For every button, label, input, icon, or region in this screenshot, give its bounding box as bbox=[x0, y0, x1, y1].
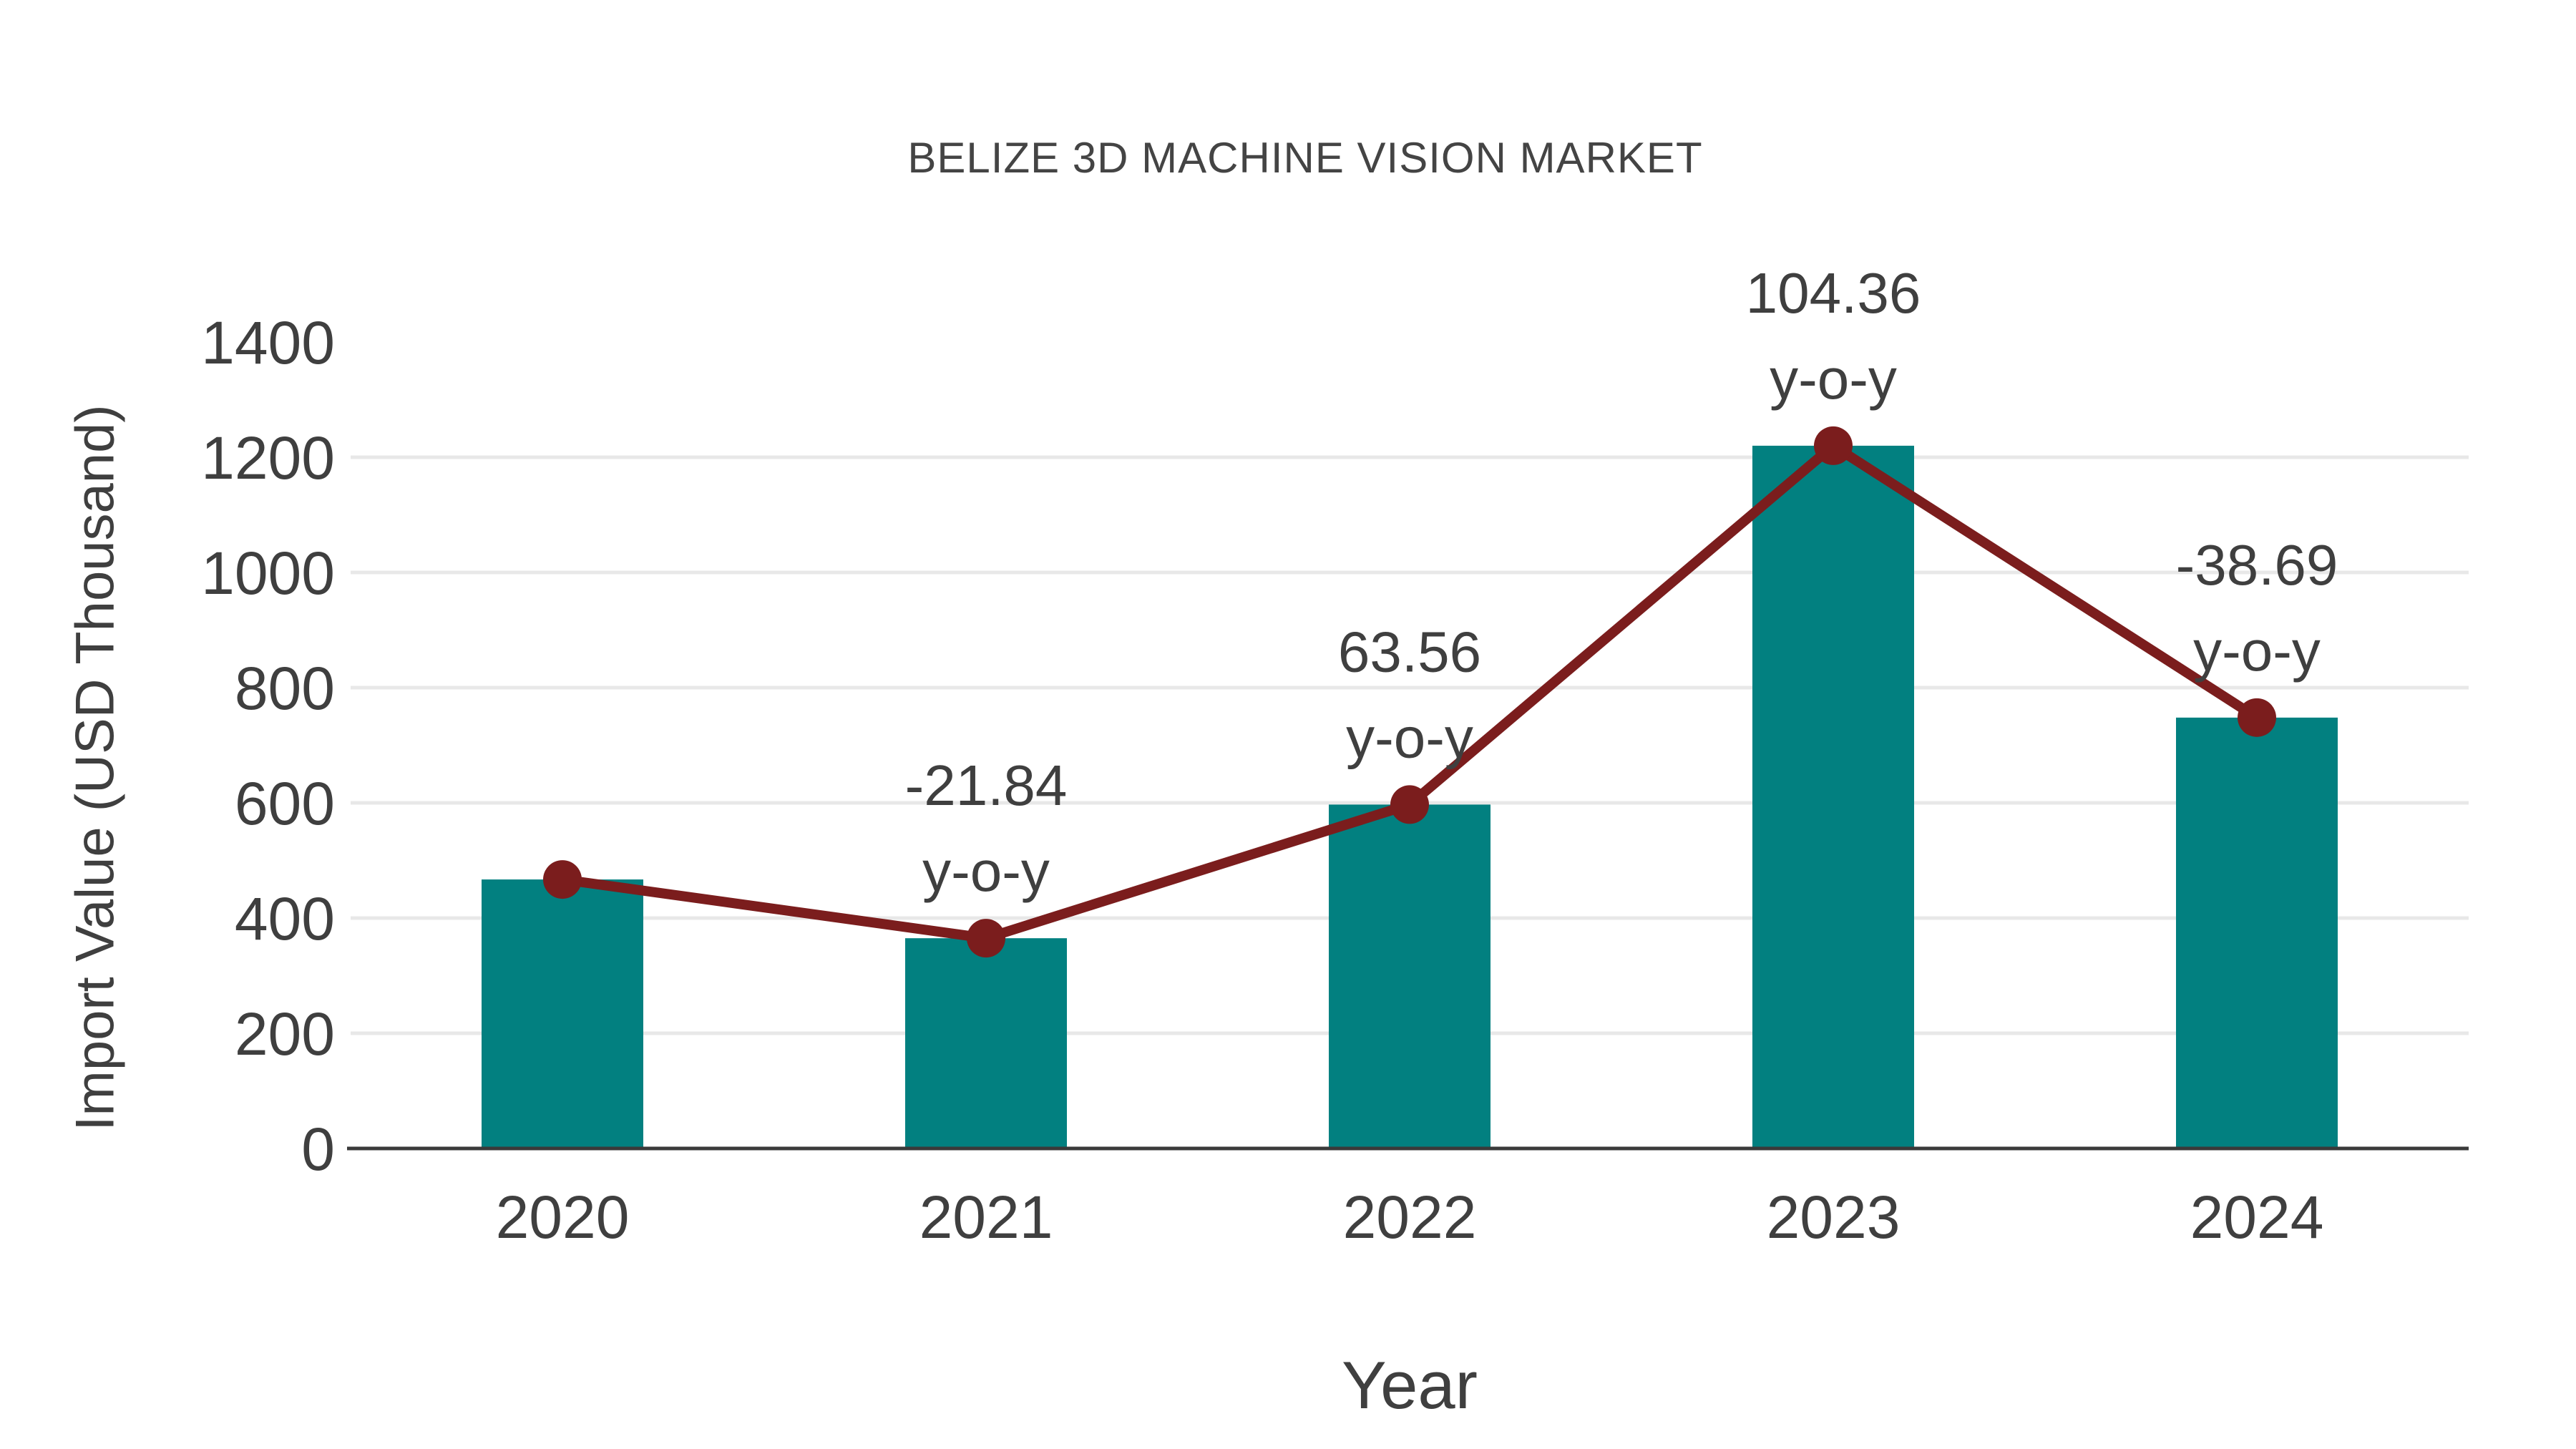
y-axis-title-text: Import Value (USD Thousand) bbox=[64, 404, 126, 1131]
trend-marker-2020 bbox=[543, 860, 582, 899]
annotation-yoy-2023: y-o-y bbox=[1770, 347, 1897, 411]
y-tick-label-1000: 1000 bbox=[201, 540, 335, 607]
annotation-yoy-2021: y-o-y bbox=[922, 839, 1050, 903]
y-tick-label-1400: 1400 bbox=[201, 309, 335, 376]
trend-marker-2024 bbox=[2238, 698, 2276, 737]
y-tick-label-0: 0 bbox=[301, 1116, 335, 1183]
annotation-value-2021: -21.84 bbox=[905, 753, 1068, 817]
x-tick-label-2021: 2021 bbox=[919, 1184, 1053, 1251]
annotation-value-2023: 104.36 bbox=[1746, 261, 1921, 325]
y-tick-label-800: 800 bbox=[235, 655, 335, 722]
annotation-value-2024: -38.69 bbox=[2176, 533, 2338, 597]
bar-2024 bbox=[2176, 717, 2338, 1148]
x-tick-label-2024: 2024 bbox=[2190, 1184, 2324, 1251]
y-tick-label-200: 200 bbox=[235, 1000, 335, 1068]
chart-title: BELIZE 3D MACHINE VISION MARKET bbox=[907, 134, 1703, 182]
annotation-yoy-2022: y-o-y bbox=[1346, 706, 1473, 769]
annotation-yoy-2024: y-o-y bbox=[2193, 619, 2321, 683]
y-tick-label-400: 400 bbox=[235, 885, 335, 952]
x-tick-label-2020: 2020 bbox=[496, 1184, 630, 1251]
x-tick-label-2022: 2022 bbox=[1343, 1184, 1477, 1251]
trend-marker-2021 bbox=[967, 919, 1005, 958]
y-tick-label-600: 600 bbox=[235, 770, 335, 837]
y-tick-label-1200: 1200 bbox=[201, 424, 335, 492]
bar-2022 bbox=[1329, 804, 1491, 1148]
x-axis-title: Year bbox=[1342, 1347, 1478, 1423]
bar-2023 bbox=[1752, 445, 1914, 1148]
annotation-value-2022: 63.56 bbox=[1338, 620, 1481, 683]
bar-2020 bbox=[482, 879, 643, 1148]
x-tick-label-2023: 2023 bbox=[1767, 1184, 1901, 1251]
bar-2021 bbox=[905, 938, 1067, 1148]
trend-marker-2022 bbox=[1390, 785, 1429, 824]
trend-marker-2023 bbox=[1814, 426, 1853, 465]
